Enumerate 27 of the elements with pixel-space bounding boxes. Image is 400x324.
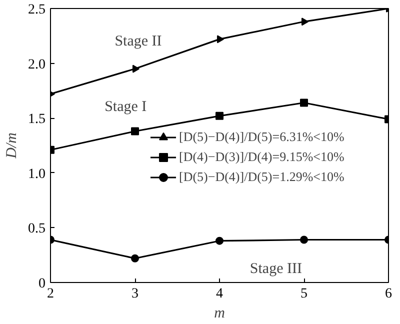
legend-label: [D(5)−D(4)]/D(5)=6.31%<10% bbox=[179, 129, 344, 145]
annotation: Stage III bbox=[250, 260, 302, 277]
point bbox=[131, 254, 139, 262]
x-axis-title: m bbox=[214, 306, 226, 322]
point bbox=[216, 35, 224, 44]
x-tick-label: 6 bbox=[385, 286, 392, 302]
x-tick-label: 3 bbox=[132, 286, 138, 302]
y-tick-label: 0 bbox=[38, 276, 46, 292]
point bbox=[300, 98, 308, 107]
legend-label: [D(5)−D(4)]/D(5)=1.29%<10% bbox=[179, 169, 344, 185]
x-tick-label: 2 bbox=[47, 286, 54, 302]
y-axis-title: D/m bbox=[4, 132, 20, 160]
point bbox=[216, 236, 224, 245]
legend-label: [D(4)−D(3)]/D(4)=9.15%<10% bbox=[179, 149, 344, 165]
x-tick-label: 4 bbox=[216, 286, 223, 302]
point bbox=[216, 112, 224, 120]
y-tick-label: 0.5 bbox=[28, 222, 46, 237]
x-tick-label: 5 bbox=[300, 286, 308, 302]
y-tick-label: 2.5 bbox=[28, 2, 46, 18]
point bbox=[300, 236, 308, 244]
y-tick-label: 2.0 bbox=[28, 57, 46, 72]
annotation: Stage II bbox=[114, 33, 162, 50]
point bbox=[131, 127, 139, 136]
point bbox=[132, 64, 140, 73]
annotation: Stage I bbox=[104, 99, 147, 116]
y-tick-label: 1.5 bbox=[28, 112, 46, 128]
y-tick-label: 1.0 bbox=[28, 166, 46, 182]
